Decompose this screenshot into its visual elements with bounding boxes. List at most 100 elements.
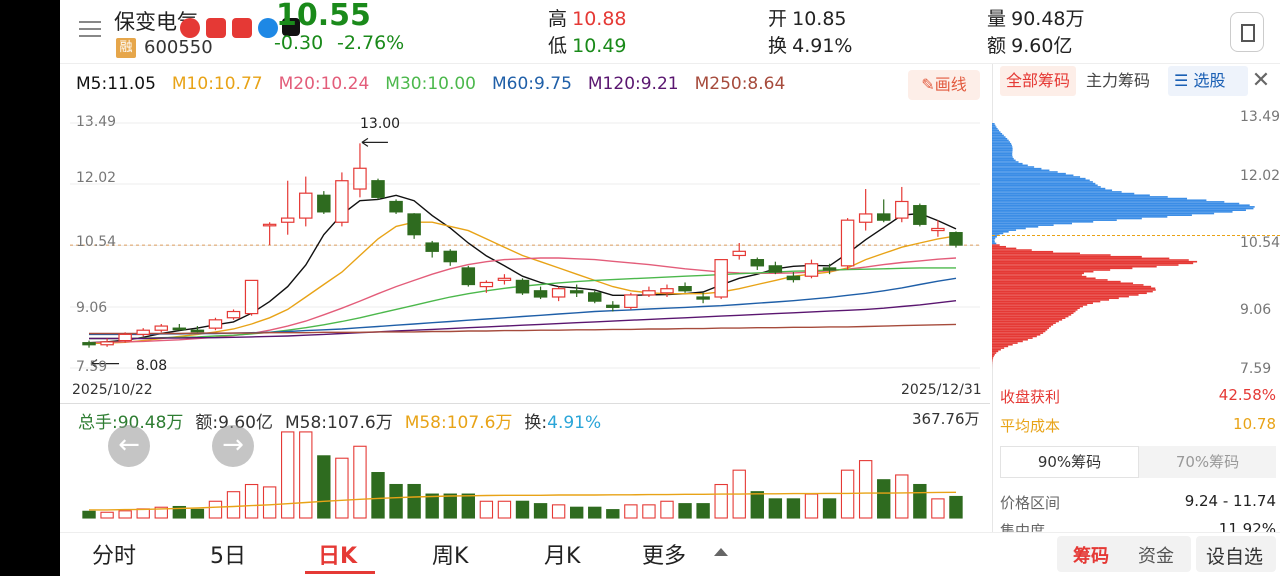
candle (299, 176, 313, 227)
candle (642, 286, 656, 297)
ma-30: M30:10.00 (385, 74, 476, 94)
volume-value: 90.48万 (1011, 8, 1085, 30)
chip-bar-profit (992, 333, 1041, 336)
chip-bar-profit (992, 295, 1129, 298)
chip-bar-loss (992, 179, 1090, 182)
tag-icon-2[interactable] (206, 18, 226, 38)
candle-body-up (118, 333, 132, 342)
candle (371, 178, 385, 200)
bulb-icon[interactable] (258, 18, 278, 38)
volume-bar-up (931, 498, 945, 519)
candle (732, 243, 746, 260)
menu-icon[interactable] (75, 14, 105, 44)
select-stock-button[interactable]: ☰ 选股 (1168, 66, 1248, 96)
chip-bar-loss (992, 214, 1192, 216)
candlestick-chart[interactable] (60, 100, 990, 400)
chip-bar-loss (992, 229, 1017, 231)
caret-up-icon[interactable] (714, 548, 728, 556)
ma-line-m250 (89, 323, 957, 335)
vol-ma-2: M58:107.6万 (404, 413, 513, 433)
chip-bar-profit (992, 315, 1069, 318)
douyin-icon[interactable] (282, 18, 300, 36)
tab-intraday[interactable]: 分时 (92, 544, 137, 569)
volume-bar-down (317, 455, 331, 519)
candle-body-down (515, 279, 530, 294)
chips-button[interactable]: 筹码 (1073, 546, 1109, 567)
chip-bar-profit (992, 335, 1037, 338)
concentration-value: 11.92% (1218, 520, 1276, 534)
candle-body-up (732, 250, 746, 257)
chip-bar-profit (992, 314, 1072, 316)
draw-line-label: 画线 (934, 75, 967, 94)
chip-bar-profit (992, 340, 1023, 343)
y-tick-3: 10.54 (76, 234, 117, 250)
candle-body-up (226, 310, 241, 319)
tag-icon-1[interactable] (180, 18, 200, 38)
trend-icon[interactable] (232, 18, 252, 38)
chip-bar-loss (992, 157, 1014, 160)
chip-bar-loss (992, 242, 997, 245)
chip-bar-profit (992, 337, 1033, 339)
close-icon[interactable]: ✕ (1251, 68, 1271, 93)
chip-bar-loss (992, 217, 1142, 220)
candle (82, 340, 96, 348)
chip-bar-profit (992, 270, 1094, 273)
candle (768, 261, 783, 275)
chip-bar-loss (992, 234, 1000, 236)
candle (949, 231, 963, 248)
chip-bar-loss (992, 151, 1013, 153)
chip-70-tab[interactable]: 70%筹码 (1175, 453, 1240, 471)
volume-bar-down (750, 491, 764, 519)
tab-monthly-k[interactable]: 月K (544, 544, 581, 569)
candle (895, 186, 909, 223)
add-watchlist-button[interactable]: 设自选 (1206, 546, 1264, 568)
volume-bar-up (353, 445, 367, 519)
tab-main-chips[interactable]: 主力筹码 (1086, 71, 1151, 90)
chip-bar-loss (992, 124, 996, 127)
chip-bar-loss (992, 221, 1094, 223)
fund-button[interactable]: 资金 (1138, 546, 1174, 567)
ma-line-m120 (89, 300, 957, 340)
price-range-row: 价格区间 9.24 - 11.74 (1000, 492, 1276, 513)
chip-bar-profit (992, 279, 1108, 281)
draw-line-button[interactable]: ✎画线 (908, 70, 980, 100)
chip-90-tab[interactable]: 90%筹码 (1000, 446, 1139, 478)
volume-bar-down (82, 510, 96, 519)
fullscreen-icon[interactable] (1230, 12, 1264, 52)
volume-bar-up (244, 483, 259, 519)
volume-bar-up (479, 500, 494, 519)
chip-bar-profit (992, 348, 1001, 351)
high-value: 10.88 (572, 8, 627, 30)
chip-bar-loss (992, 172, 1066, 175)
candle-body-down (786, 275, 801, 281)
volume-ma-line (89, 491, 957, 511)
y-tick-5: 7.59 (76, 359, 108, 375)
chip-bar-profit (992, 358, 993, 361)
high-arrow-head (361, 137, 369, 147)
chip-bar-loss (992, 159, 1016, 162)
chip-y-tick-5: 7.59 (1240, 361, 1272, 377)
chip-bar-profit (992, 330, 1046, 333)
volume-chart[interactable] (60, 428, 990, 520)
candle (154, 323, 169, 333)
candle-body-down (569, 290, 584, 294)
volume-bar-up (624, 504, 638, 519)
tab-weekly-k[interactable]: 周K (432, 544, 469, 569)
margin-badge: 融 (116, 38, 136, 58)
volume-bar-down (425, 493, 439, 519)
tab-5day[interactable]: 5日 (210, 544, 246, 569)
chip-bar-loss (992, 176, 1081, 178)
tab-daily-k[interactable]: 日K (318, 544, 358, 569)
prev-arrow-button[interactable]: ← (108, 425, 150, 467)
candle-body-up (714, 259, 728, 298)
volume-max: 367.76万 (912, 410, 980, 428)
tab-all-chips[interactable]: 全部筹码 (1000, 66, 1076, 96)
next-arrow-button[interactable]: → (212, 425, 254, 467)
tab-more[interactable]: 更多 (642, 544, 687, 569)
volume-bar-down (443, 493, 457, 519)
chip-distribution-chart[interactable] (992, 100, 1280, 380)
candle (840, 218, 855, 270)
candle-body-down (588, 292, 602, 302)
chip-bar-profit (992, 275, 1087, 278)
low-label: 低 (548, 35, 568, 57)
